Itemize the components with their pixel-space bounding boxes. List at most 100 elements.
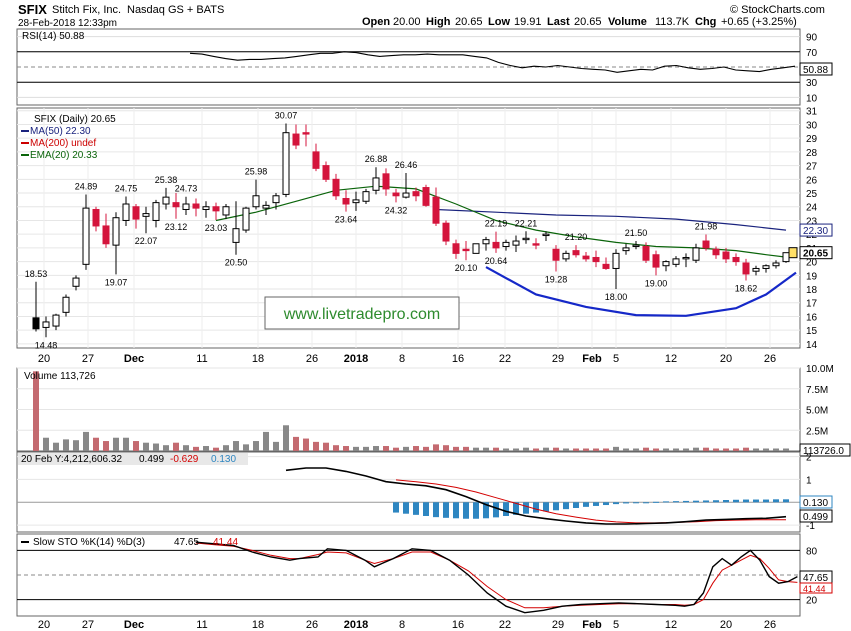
candle-body [452,243,460,254]
last-value: 20.65 [574,16,602,28]
macd-histogram-bar [493,502,499,518]
macd-histogram-bar [723,500,729,503]
macd-histogram-bar [563,502,569,510]
candle-body [572,250,580,256]
candle-body [592,256,600,263]
rsi-tick-label: 90 [806,33,818,44]
chg-label: Chg [695,16,716,28]
price-annotation: 18.00 [605,292,628,302]
candle-body [172,202,180,208]
volume-bar [413,446,419,451]
candle-body [62,296,70,313]
candle-body [252,195,260,208]
price-annotation: 26.88 [365,154,388,164]
macd-signal-line [395,479,786,524]
macd-histogram-bar [663,501,669,503]
candle-body [32,317,40,330]
macd-histogram-bar [743,499,749,503]
high-value: 20.65 [455,16,483,28]
sto-x-label: 29 [552,619,564,631]
candle-body [432,196,440,224]
candle-body [262,204,270,209]
sto-tick-label: 20 [806,596,818,607]
price-annotation: 19.00 [645,278,668,288]
price-tick-label: 26 [806,175,818,186]
sto-x-label: 22 [499,619,511,631]
macd-histogram-bar [393,502,399,513]
price-annotation: 25.38 [155,175,178,185]
price-annotation: 24.32 [385,205,408,215]
volume-bar [523,447,529,451]
candle-body [712,248,720,256]
price-x-label: 12 [665,353,677,365]
price-annotation: 21.98 [695,221,718,231]
macd-histogram-bar [413,502,419,515]
candle-body [192,203,200,209]
low-value: 19.91 [514,16,542,28]
price-tick-label: 31 [806,107,818,118]
volume-bar [193,446,199,451]
volume-bar [103,441,109,451]
volume-bar [503,448,509,451]
candle-body [42,321,50,328]
candle-body [222,206,230,216]
volume-bar [573,448,579,451]
price-annotation: 21.50 [625,228,648,238]
sto-x-label: Dec [124,619,144,631]
macd-histogram-bar [593,502,599,506]
macd-badge-1: 0.130 [803,498,828,509]
symbol-title: SFIX [18,2,47,17]
sto-x-label: 5 [613,619,619,631]
macd-histogram-bar [443,502,449,518]
candle-body [202,206,210,210]
price-annotation: 14.48 [35,340,58,350]
macd-histogram-bar [503,502,509,516]
macd-badge-2-box [799,509,833,523]
volume-bar [423,446,429,451]
sto-legend-key [21,541,29,543]
candle-body [602,263,610,269]
high-label: High [426,16,451,28]
price-annotation: 30.07 [275,110,298,120]
candle-body [102,225,110,245]
candle-body [522,237,530,241]
price-annotation: 24.73 [175,184,198,194]
sto-x-label: Feb [582,619,602,631]
candle-body [512,240,520,246]
macd-histogram-bar [733,499,739,503]
candle-body [702,240,710,249]
volume-bar [403,446,409,451]
macd-histogram-bar [553,502,559,511]
price-annotation: 23.12 [165,222,188,232]
macd-histogram-bar [523,502,529,514]
open-label: Open [362,16,390,28]
volume-bar [433,444,439,451]
candle-body [622,247,630,252]
sto-x-label: 26 [306,619,318,631]
volume-bar [243,444,249,451]
macd-histogram-bar [543,502,549,512]
volume-bar [53,442,59,451]
price-x-label: 20 [38,353,50,365]
stochastic-panel: Slow STO %K(14) %D(3) 47.65 41.44 805020… [16,533,833,631]
rsi-tick-label: 70 [806,48,818,59]
price-x-label: 8 [399,353,405,365]
candle-body [742,262,750,275]
sto-d-line [195,542,798,609]
macd-histogram-bar [433,502,439,518]
price-annotation: 23.03 [205,223,228,233]
volume-bar [253,441,259,451]
candle-body [412,191,420,197]
candle-body [92,208,100,227]
price-annotation: 19.07 [105,277,128,287]
volume-bar [233,441,239,451]
volume-tick-label: 5.0M [806,406,828,417]
volume-bar [163,445,169,451]
volume-bar [593,448,599,451]
macd-histogram-bar [693,500,699,503]
sto-legend-k: 47.65 [174,537,199,548]
macd-panel: 20 Feb Y:4,212,606.32 0.499 -0.629 0.130… [16,451,833,533]
volume-bar [773,448,779,451]
sto-legend-d: 41.44 [213,537,238,548]
volume-bar [633,448,639,451]
